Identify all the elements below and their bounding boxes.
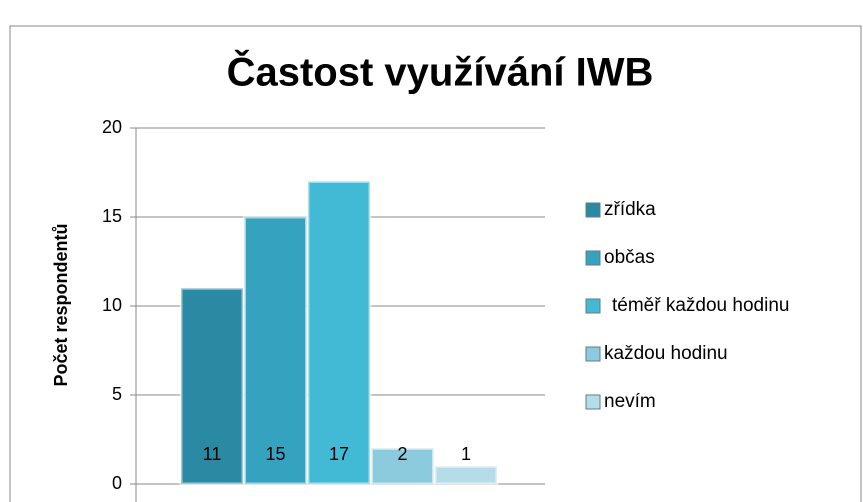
data-label: 1 xyxy=(461,444,471,464)
bar xyxy=(179,286,245,486)
bar xyxy=(433,464,499,486)
y-tick-label: 5 xyxy=(112,384,122,404)
legend-label: občas xyxy=(604,247,655,268)
legend-swatch xyxy=(585,202,601,218)
legend-swatch xyxy=(585,250,601,266)
bar xyxy=(306,179,372,486)
legend-label: zřídka xyxy=(604,199,656,220)
y-tick-label: 15 xyxy=(102,206,122,226)
chart-border xyxy=(9,25,862,502)
data-label: 2 xyxy=(397,444,407,464)
legend-label: nevím xyxy=(604,391,656,412)
y-tick-label: 0 xyxy=(112,473,122,493)
legend-label: téměř každou hodinu xyxy=(612,295,789,316)
legend-swatch xyxy=(585,298,601,314)
data-label: 17 xyxy=(329,444,349,464)
data-label: 15 xyxy=(265,444,285,464)
y-tick-label: 10 xyxy=(102,295,122,315)
y-axis-label: Počet respondentů xyxy=(51,223,71,386)
bar xyxy=(243,215,308,486)
legend-label: každou hodinu xyxy=(604,343,728,364)
legend-swatch xyxy=(585,394,601,410)
y-tick-label: 20 xyxy=(102,117,122,137)
chart-title: Častost využívání IWB xyxy=(227,49,654,95)
data-label: 11 xyxy=(203,444,222,464)
legend-swatch xyxy=(585,346,601,362)
